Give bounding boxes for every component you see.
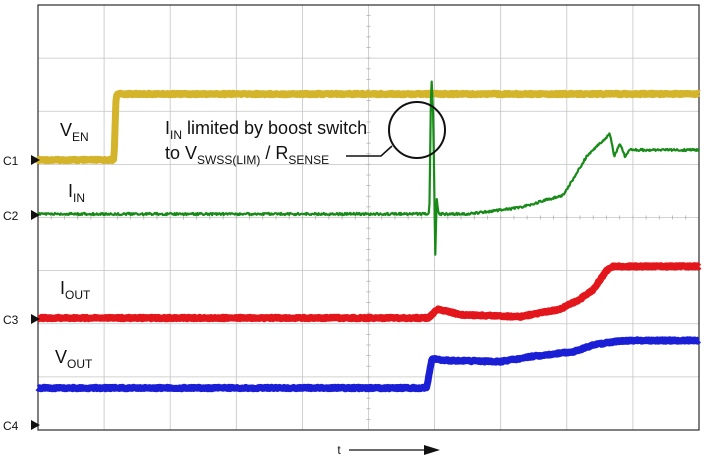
label-iout-sub: OUT: [65, 288, 91, 302]
annotation: IIN limited by boost switch to VSWSS(LIM…: [165, 101, 446, 167]
marker-c2: [31, 210, 40, 220]
trace-c3: [35, 262, 702, 323]
annotation-line-1-rest: limited by boost switch: [182, 118, 367, 138]
marker-c4: [31, 420, 40, 430]
annotation-swss-sub: SWSS(LIM): [197, 153, 260, 167]
annotation-sense-sub: SENSE: [288, 153, 329, 167]
trace-c1: [34, 89, 702, 165]
label-vout-sub: OUT: [67, 357, 93, 371]
marker-c1: [31, 155, 40, 165]
annotation-to-v: to V: [165, 143, 197, 163]
label-iout-main: I: [60, 278, 65, 298]
label-ven-main: V: [60, 120, 72, 140]
time-arrow-head: [424, 445, 440, 455]
marker-label-c4: C4: [3, 419, 19, 433]
channel-markers: C1 C2 C3 C4: [3, 154, 40, 433]
time-axis-label: t: [337, 443, 440, 457]
time-label: t: [337, 443, 341, 457]
traces: [34, 80, 702, 393]
annotation-over-r: / R: [260, 143, 288, 163]
label-iin-main: I: [68, 181, 73, 201]
plot-frame: [37, 4, 700, 431]
annotation-leader-line: [346, 145, 393, 157]
annotation-line-1: IIN limited by boost switch: [165, 118, 367, 142]
annotation-line-2: to VSWSS(LIM) / RSENSE: [165, 143, 329, 167]
label-ven-sub: EN: [72, 130, 89, 144]
label-vout-main: V: [55, 347, 67, 367]
label-iin-sub: IN: [73, 191, 85, 205]
marker-label-c1: C1: [3, 154, 19, 168]
grid: [38, 5, 699, 430]
annotation-circle: [388, 101, 446, 159]
label-iin: IIN: [68, 181, 85, 205]
annotation-iin-sub: IN: [170, 128, 182, 142]
marker-label-c3: C3: [3, 313, 19, 327]
trace-c4: [35, 336, 702, 393]
label-ven: VEN: [60, 120, 89, 144]
label-vout: VOUT: [55, 347, 93, 371]
trace-c2: [36, 80, 701, 256]
annotation-iin-main: I: [165, 118, 170, 138]
channel-labels: VEN IIN IOUT VOUT: [55, 120, 93, 371]
marker-c3: [31, 314, 40, 324]
label-iout: IOUT: [60, 278, 91, 302]
marker-label-c2: C2: [3, 209, 19, 223]
